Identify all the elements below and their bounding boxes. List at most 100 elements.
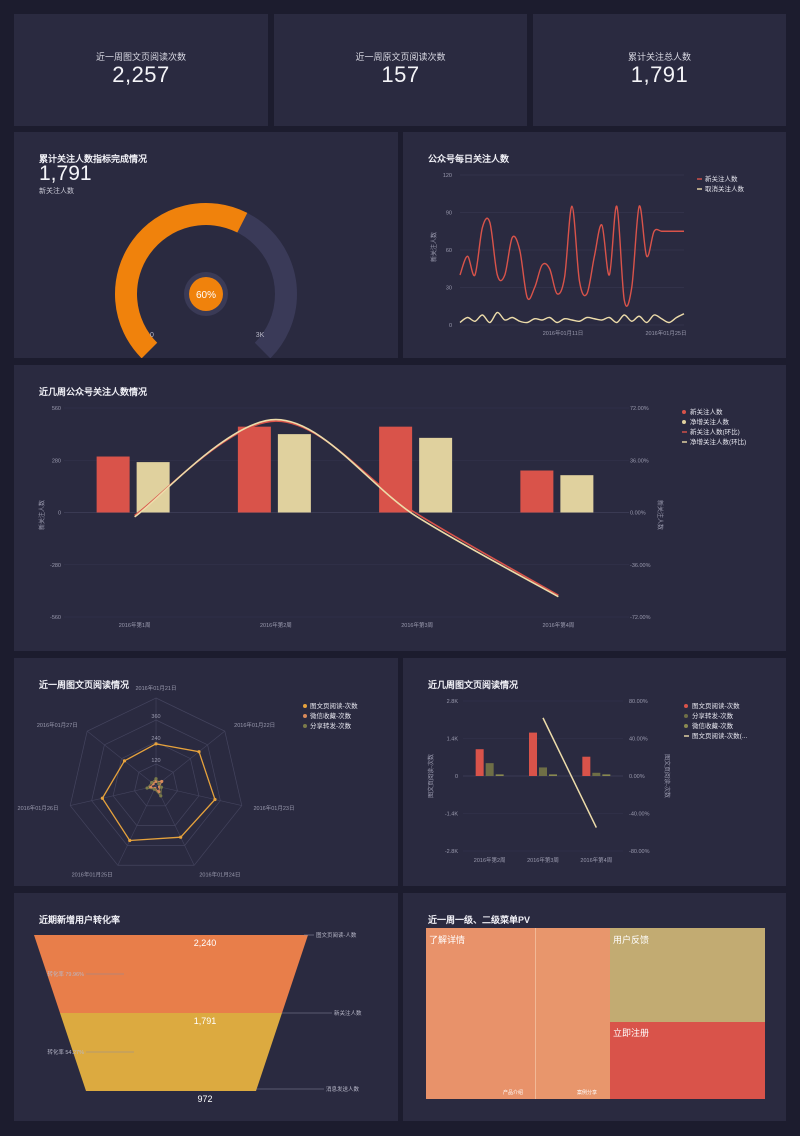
treemap-block-register[interactable]: [610, 1022, 765, 1099]
y-tick-label-right: 36.00%: [630, 458, 649, 464]
radar-spoke: [155, 785, 195, 866]
bar: [475, 749, 484, 776]
gauge-big-value: 1,791: [39, 162, 92, 185]
funnel-stage-value: 1,791: [194, 1016, 217, 1026]
bar: [539, 767, 547, 776]
y-tick-label-left: 280: [52, 458, 61, 464]
legend-label: 图文页阅读-次数: [310, 701, 358, 710]
series-line-net-followers-mom: [134, 418, 559, 598]
radar-point: [128, 838, 132, 843]
weekly-followers-panel: 近几周公众号关注人数情况 560 72.00% 280 36.00% 0 0.00% -28…: [14, 365, 786, 651]
radar-axis-label: 2016年01月24日: [199, 870, 240, 878]
y-tick-label-right: 0.00%: [630, 511, 646, 517]
y-tick-label: 0: [449, 323, 452, 329]
series-line-new-followers: [459, 205, 684, 307]
gauge-subtitle: 新关注人数: [39, 188, 74, 195]
bar-new-followers: [96, 456, 130, 513]
weekly-reads-chart: 2.8K 80.00% 1.4K 40.00% 0 0.00% -1.4K -40.00% -2…: [427, 699, 747, 864]
panel-title: 近几周公众号关注人数情况: [39, 387, 148, 397]
bar: [602, 774, 611, 776]
radar-point: [100, 796, 104, 800]
radar-ring: [134, 763, 178, 807]
legend-label: 微信收藏-次数: [692, 721, 734, 730]
legend-label: 分享转发-次数: [692, 711, 734, 720]
gauge-min-label: 0: [150, 332, 154, 339]
x-tick-label: 2016年第2周: [474, 856, 506, 864]
bar-net-followers: [419, 437, 453, 513]
y-axis-label-right: 新关注人数: [656, 500, 664, 530]
legend-label: 新关注人数: [705, 174, 738, 183]
series-line-new-followers-mom: [134, 420, 559, 596]
x-tick-label: 2016年第4周: [542, 621, 574, 629]
y-tick-label-right: -80.00%: [629, 849, 650, 855]
bar-net-followers: [560, 475, 594, 513]
y-tick-label-left: -1.4K: [445, 812, 458, 818]
kpi-card-weekly-original-reads: 近一周原文页阅读次数 157: [274, 14, 527, 126]
kpi-label: 近一周原文页阅读次数: [355, 52, 446, 62]
radar-point: [122, 759, 127, 763]
radar-ring-label: 120: [151, 758, 160, 764]
radar-axis-label: 2016年01月25日: [72, 870, 113, 878]
y-tick-label-right: 80.00%: [629, 699, 648, 705]
legend-swatch: [682, 420, 686, 424]
y-axis-label: 新关注人数: [430, 232, 438, 262]
x-tick-label: 2016年第3周: [527, 856, 559, 864]
radar-point: [159, 785, 163, 789]
gauge-percent-label: 60%: [196, 290, 216, 301]
bar-new-followers: [520, 470, 554, 513]
legend-label: 新关注人数: [690, 407, 723, 416]
kpi-value: 1,791: [630, 62, 689, 87]
bar: [592, 772, 601, 776]
radar-point: [145, 786, 149, 790]
radar-ring: [91, 719, 221, 846]
radar-spoke: [155, 785, 242, 806]
y-tick-label-left: 0: [455, 774, 458, 780]
funnel-stage-label: 消息发送人数: [326, 1085, 360, 1093]
legend-swatch: [303, 714, 307, 718]
radar-axis-label: 2016年01月27日: [37, 721, 78, 729]
kpi-label: 累计关注总人数: [627, 52, 691, 62]
gauge-center-dot: [189, 277, 223, 311]
funnel-stage-2: [60, 1013, 282, 1091]
series-line-unfollows: [459, 311, 685, 324]
y-tick-label-right: -36.00%: [630, 563, 651, 569]
treemap-block-details-cases[interactable]: [535, 928, 611, 1099]
radar-ring: [112, 741, 200, 826]
bar-net-followers: [136, 462, 170, 513]
bar-new-followers: [237, 426, 271, 513]
radar-point: [154, 777, 158, 781]
radar-axis-label: 2016年01月21日: [136, 684, 177, 692]
radar-axis-label: 2016年01月23日: [253, 804, 294, 812]
radar-spoke: [70, 785, 157, 806]
bar: [582, 756, 591, 776]
weekly-reads-panel: 近几周图文页阅读情况 2.8K 80.00% 1.4K 40.00% 0 0.00% -1.…: [403, 658, 786, 886]
daily-line-chart: 120 90 60 30 0 新关注人数 2016年01月11日 2016年01月25日…: [430, 173, 745, 337]
panel-title: 公众号每日关注人数: [428, 154, 510, 164]
funnel-rate-label: 转化率 79.96%: [47, 970, 84, 978]
radar-series-shape: [101, 743, 216, 842]
gauge-panel: 累计关注人数指标完成情况 1,791 新关注人数 60% 0 3K: [14, 132, 398, 358]
y-axis-label-left: 新关注人数: [38, 500, 46, 530]
bar: [495, 774, 504, 776]
radar-point: [157, 782, 161, 786]
x-tick-label: 2016年01月11日: [543, 329, 584, 337]
treemap-block-details-product[interactable]: [426, 928, 535, 1099]
bar-net-followers: [277, 434, 311, 513]
radar-ring: [69, 697, 243, 866]
legend-swatch: [303, 704, 307, 708]
legend-label: 净增关注人数(环比): [690, 437, 746, 446]
y-axis-label-left: 图文页阅读-次数: [427, 754, 435, 798]
y-tick-label: 30: [446, 286, 452, 292]
bar-new-followers: [379, 426, 413, 513]
funnel-stage-value: 2,240: [194, 938, 217, 948]
legend-swatch: [682, 410, 686, 414]
radar-point: [159, 794, 163, 798]
funnel-stage-1: [34, 935, 308, 1013]
treemap-label: 立即注册: [613, 1028, 650, 1038]
x-tick-label: 2016年第4周: [580, 856, 612, 864]
legend-label: 净增关注人数: [690, 417, 730, 426]
x-tick-label: 2016年第1周: [119, 621, 151, 629]
treemap-block-feedback[interactable]: [610, 928, 765, 1022]
bar: [485, 763, 494, 776]
series-line-article-reads-mom: [542, 717, 598, 828]
